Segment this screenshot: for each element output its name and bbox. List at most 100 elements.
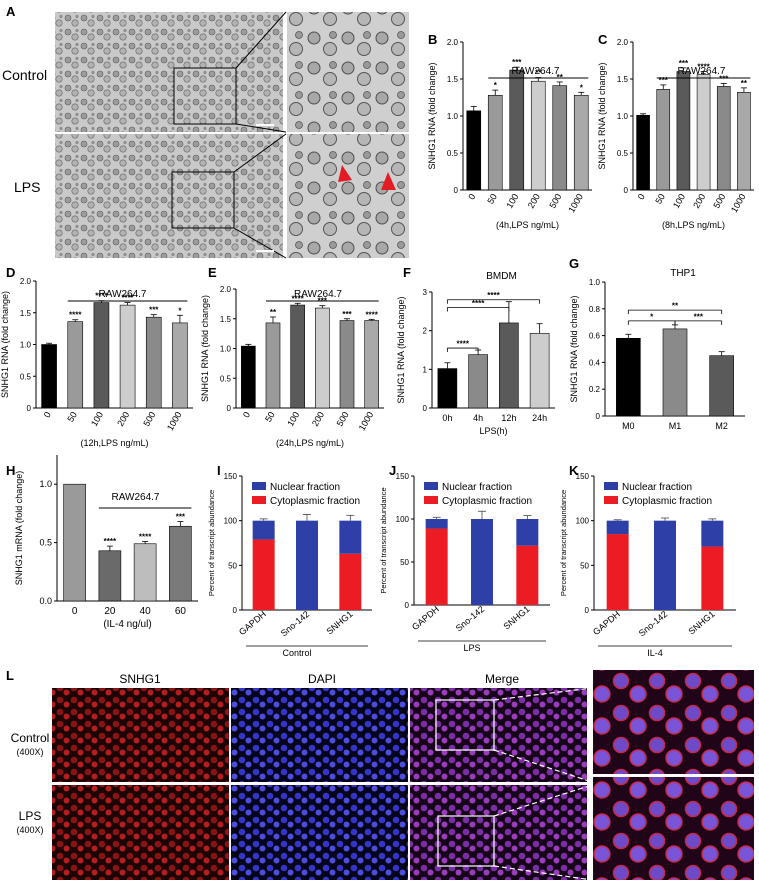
bar-nuclear [425,519,448,529]
y-tick-label: 150 [576,472,590,481]
bar [616,337,641,417]
significance-label: **** [487,291,500,300]
significance-label: *** [679,59,689,68]
bar [636,114,650,191]
arrow-icon [338,165,352,182]
zoom-box-lps [171,171,235,229]
row-label-lps: LPS [14,179,40,195]
bar [241,345,256,409]
chart-title: RAW264.7 [99,289,147,300]
significance-label: ** [741,79,748,88]
y-axis-label: SNHG1 mRNA (fold change) [14,471,24,586]
bar [290,304,305,409]
panel-label-e: E [208,265,217,280]
significance-label: *** [512,58,522,67]
y-tick-label: 0 [596,412,601,421]
y-tick-label: 1.0 [447,112,459,121]
bar [676,71,691,191]
legend-swatch [424,482,438,490]
significance-label: **** [697,63,710,72]
y-tick-label: 1.0 [39,479,52,489]
y-tick-label: 0.5 [20,372,32,381]
zoom-box-control [173,67,237,125]
panel-label-b: B [428,32,437,47]
y-tick-label: 150 [224,472,238,481]
x-tick-label: 200 [526,192,542,210]
bar-nuclear [701,520,724,547]
row-label-lps: LPS [19,809,42,823]
y-tick-label: 0.6 [589,332,601,341]
x-tick-label: 50 [653,192,667,206]
significance-label: **** [104,537,117,546]
panel-label-g: G [569,256,579,271]
x-tick-label: 1000 [566,192,585,214]
x-tick-label: GAPDH [591,609,622,637]
x-axis-label: (8h,LPS ng/mL) [662,220,725,230]
legend-label: Nuclear fraction [270,482,340,493]
x-tick-label: 12h [501,413,516,423]
significance-label: *** [149,306,159,315]
chart-f: 0 1 2 3 SNHG1 RNA (fold change) 0h 4h 12h 24h LPS… [396,271,555,436]
row-sublabel: (400X) [16,825,43,835]
y-tick-label: 2.0 [20,277,32,286]
x-tick-label: GAPDH [410,604,441,632]
y-tick-label: 2.0 [220,285,232,294]
legend-swatch [252,496,266,504]
zoom-line [493,687,593,701]
x-tick-label: 24h [532,413,547,423]
col-label-dapi: DAPI [308,672,336,686]
y-tick-label: 0 [624,186,629,195]
y-tick-label: 0.5 [220,374,232,383]
significance-label: ** [535,69,542,78]
fluor-snhg1-control [52,688,229,782]
x-tick-label: 0 [241,410,252,419]
x-tick-label: SNHG1 [501,604,531,632]
col-label-merge: Merge [485,672,519,686]
col-label-snhg1: SNHG1 [119,672,161,686]
micrograph-control [55,12,283,132]
x-tick-label: 500 [335,410,351,428]
x-tick-label: M1 [669,421,682,431]
zoom-line [233,227,287,259]
y-axis-label: SNHG1 RNA (fold change) [0,291,10,398]
zoom-line [235,11,287,69]
bar [169,525,192,602]
chart-k: 0 50 100 150 Percent of transcript abundance… [559,472,736,658]
significance-label: **** [365,310,378,319]
y-tick-label: 1 [423,365,428,374]
panel-label-k: K [569,463,579,478]
panel-label-a: A [6,4,16,19]
bar [509,69,525,191]
legend-swatch [424,496,438,504]
legend-swatch [604,482,618,490]
zoom-line [493,749,593,783]
significance-label: ** [557,73,564,82]
y-tick-label: 0 [454,186,459,195]
y-axis-label: SNHG1 RNA (fold change) [200,295,210,402]
bar [529,333,550,409]
y-tick-label: 150 [396,472,410,481]
bar-cytoplasmic [516,545,539,605]
x-tick-label: 500 [547,192,563,210]
significance-label: **** [139,532,152,541]
panel-label-l: L [6,668,14,683]
x-tick-label: Sno-142 [454,604,486,634]
x-tick-label: 1000 [357,410,376,432]
bar-nuclear [252,520,275,540]
y-tick-label: 0 [423,404,428,413]
bar [315,307,330,409]
bar [119,304,136,409]
significance-label: **** [69,311,82,320]
legend-label: Nuclear fraction [622,482,692,493]
x-tick-label: 200 [310,410,326,428]
x-tick-label: 0h [442,413,452,423]
zoom-box-merge-lps [437,815,495,867]
x-tick-label: GAPDH [237,609,268,637]
y-axis-label: SNHG1 RNA (fold change) [396,296,406,403]
significance-label: ** [270,308,277,317]
bar [63,483,86,602]
x-tick-label: 500 [711,192,727,210]
y-tick-label: 0 [585,606,590,615]
y-tick-label: 0.5 [39,538,52,548]
